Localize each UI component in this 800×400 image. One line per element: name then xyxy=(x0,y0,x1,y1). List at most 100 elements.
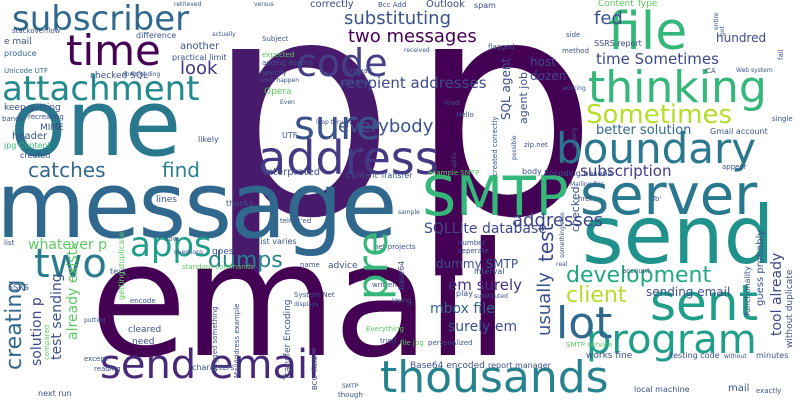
word-p-2: p xyxy=(408,0,599,284)
word-created-correctly: created correctly xyxy=(491,116,499,177)
word-account: account xyxy=(622,267,650,275)
word-written: written xyxy=(372,281,397,289)
word-functionality: functionality xyxy=(743,266,752,316)
word-send: send xyxy=(582,189,775,282)
word-address: address xyxy=(258,131,439,185)
word-subject: Subject xyxy=(262,35,289,43)
word-putting: putting xyxy=(84,317,106,324)
word-checked: checked xyxy=(569,186,582,232)
word-utf: UTF xyxy=(282,131,298,140)
word-even: Even xyxy=(280,99,295,106)
word-content-transfer: Content Transfer xyxy=(346,171,413,180)
word-pre: pre xyxy=(348,231,397,300)
word-personalized: personalized xyxy=(428,339,473,347)
word-versus: versus xyxy=(254,1,274,8)
word-email: email xyxy=(90,209,510,393)
word-hello: Hello xyxy=(456,111,474,119)
word-separate: seperate xyxy=(458,247,489,255)
word-bcc-add: Bcc Add xyxy=(378,1,407,9)
word-development: development xyxy=(566,263,712,288)
word-possible: possible xyxy=(511,135,518,160)
word-exactly: exactly xyxy=(756,387,782,395)
word-standard-commands: standard commands xyxy=(182,263,254,271)
word-number: number xyxy=(458,239,486,247)
word-got: got xyxy=(719,26,726,36)
word-opera: Opera xyxy=(264,87,292,97)
word-without-duplicate: without duplicate xyxy=(785,269,795,348)
word-one: one xyxy=(10,70,182,177)
word-test-sending: test sending xyxy=(49,273,65,360)
word-ssrs: SSRS xyxy=(8,283,29,292)
word-two: two xyxy=(34,241,107,287)
word-sure: sure xyxy=(294,103,381,149)
word-look: look xyxy=(180,58,218,79)
word-fail: fail xyxy=(777,49,785,60)
word-flagged: flagged xyxy=(488,43,515,51)
word-unicode-utf: Unicode UTF xyxy=(4,67,49,75)
word-checked-sql: checked SQL xyxy=(90,71,148,81)
word-file: file xyxy=(608,2,688,62)
word-add-new: Add New xyxy=(340,79,372,87)
word-using: Using xyxy=(392,297,412,305)
word-boundary: boundary xyxy=(556,124,757,173)
word-thanks: thanks xyxy=(226,199,253,208)
word-specify: specify xyxy=(262,69,287,77)
word-another: another xyxy=(180,41,220,52)
word-actually: actually xyxy=(212,31,236,38)
word-everybody: everybody xyxy=(338,116,434,137)
word-message: message xyxy=(0,152,397,259)
word-header: header xyxy=(12,131,48,142)
word-smtp: SMTP xyxy=(422,165,569,228)
word-recreating: recreating xyxy=(28,113,64,121)
word-now: now xyxy=(164,235,179,243)
word-characters: characters xyxy=(192,363,235,372)
word-cleared: cleared xyxy=(128,325,162,335)
word-substituting: substituting xyxy=(344,8,452,29)
word-entire: entire xyxy=(713,12,720,30)
word-goes: goes xyxy=(212,247,234,257)
word-program: program xyxy=(586,317,757,363)
word-encoding-base64: Encoding base64 xyxy=(544,169,613,178)
word-lines: lines xyxy=(156,195,177,205)
word-agent-job: agent job xyxy=(517,71,530,124)
word-surely-em: surely em xyxy=(448,319,518,335)
word-dumps: dumps xyxy=(208,248,283,273)
word-content-type: Content Type xyxy=(598,0,658,9)
word-bands: bands xyxy=(2,115,24,123)
word-interpreted: interpreted xyxy=(264,167,321,178)
word-smtp-small: SMTP xyxy=(342,383,359,390)
word-tried: tried xyxy=(380,337,397,345)
word-send-email: send email xyxy=(100,342,320,388)
word-play: play xyxy=(456,289,473,298)
word-to: To' xyxy=(652,195,662,203)
word-bcc-field: BCC' field xyxy=(311,356,319,390)
word-apps: apps xyxy=(130,225,212,265)
word-telnet: telnet'ed xyxy=(280,217,312,225)
word-name: name xyxy=(300,261,320,269)
word-subscriber: subscriber xyxy=(12,0,190,39)
word-smtp-service: SMTP service xyxy=(566,341,613,349)
word-produce: produce xyxy=(4,49,37,58)
word-subscription: subscription xyxy=(580,162,672,180)
word-loop-thru: loop thru xyxy=(316,119,344,126)
word-next-run: next run xyxy=(38,389,72,398)
word-fed: fed xyxy=(594,8,623,29)
word-appear: appear xyxy=(722,163,747,171)
word-outlook: Outlook xyxy=(426,0,465,10)
word-compared: compared xyxy=(43,324,51,360)
word-sample: sample xyxy=(398,209,420,216)
word-test: test xyxy=(534,223,558,262)
word-side: side xyxy=(566,31,581,39)
word-gmail-account: Gmail account xyxy=(710,127,768,136)
word-jpg-content: jpg Content xyxy=(4,141,51,150)
word-though: though xyxy=(338,391,363,399)
word-works-fine: works fine xyxy=(586,351,633,361)
word-something-else: something else xyxy=(559,212,566,258)
word-solution-p: solution p xyxy=(29,297,45,366)
word-better-solution: better solution xyxy=(596,123,692,138)
word-hundred: hundred xyxy=(716,31,767,45)
word-zip-net: zip.net xyxy=(524,141,548,149)
word-encode: encode xyxy=(130,297,156,305)
word-catches: catches xyxy=(28,158,106,182)
word-sometimes: Sometimes xyxy=(586,100,733,130)
